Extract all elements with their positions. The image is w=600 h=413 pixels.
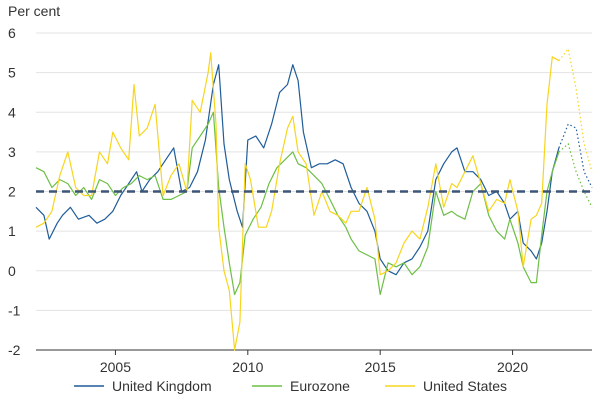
legend-label: Eurozone xyxy=(290,378,350,394)
y-tick-label: 5 xyxy=(8,65,16,81)
x-axis: 2005 2010 2015 2020 xyxy=(36,349,592,375)
y-tick-label: 1 xyxy=(8,223,16,239)
y-tick-label: -2 xyxy=(8,342,21,358)
forecast-line-eurozone xyxy=(558,142,593,208)
legend: United Kingdom Eurozone United States xyxy=(74,378,507,394)
series-line-eurozone xyxy=(35,111,560,296)
y-tick-label: 2 xyxy=(8,184,16,200)
legend-label: United Kingdom xyxy=(112,378,212,394)
series-line-united-kingdom xyxy=(35,64,560,276)
y-tick-label: -1 xyxy=(8,302,21,318)
y-unit-label: Per cent xyxy=(8,3,60,19)
y-tick-label: 6 xyxy=(8,25,16,41)
y-tick-label: 3 xyxy=(8,144,16,160)
x-tick-label: 2020 xyxy=(497,359,528,375)
y-tick-label: 4 xyxy=(8,104,16,120)
x-tick-label: 2005 xyxy=(100,359,131,375)
y-axis-ticks: -2 -1 0 1 2 3 4 5 6 xyxy=(8,25,21,358)
plot-area xyxy=(35,47,593,351)
forecast-line-united-states xyxy=(558,47,593,172)
legend-label: United States xyxy=(423,378,507,394)
forecast-line-united-kingdom xyxy=(558,123,593,188)
x-tick-label: 2010 xyxy=(232,359,263,375)
x-tick-label: 2015 xyxy=(365,359,396,375)
y-tick-label: 0 xyxy=(8,263,16,279)
series-line-united-states xyxy=(35,52,560,351)
